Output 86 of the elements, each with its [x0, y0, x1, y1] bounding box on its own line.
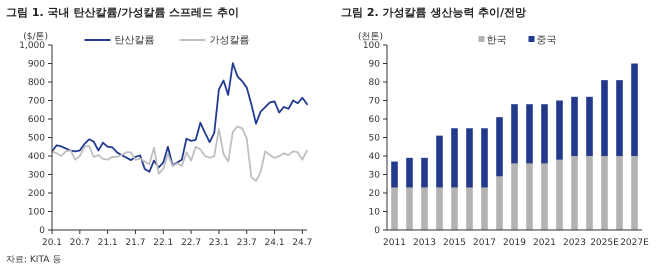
y-axis-title: ($/톤) [23, 32, 48, 42]
y-tick-label: 0 [374, 226, 380, 236]
y-tick-label: 80 [368, 78, 380, 88]
x-tick-label: 2021 [533, 238, 556, 248]
legend-label: 가성칼륨 [210, 35, 250, 46]
x-tick-label: 24.7 [292, 238, 312, 248]
bar [526, 163, 533, 230]
bar [406, 158, 413, 188]
x-tick-label: 22.7 [181, 238, 202, 248]
bar [541, 163, 548, 230]
bar [511, 104, 518, 164]
x-tick-label: 2025E [590, 238, 620, 248]
x-tick-label: 2027E [620, 238, 650, 248]
chart-title: 그림 1. 국내 탄산칼륨/가성칼륨 스프레드 추이 [6, 6, 239, 19]
x-tick-label: 2011 [383, 238, 406, 248]
bar [496, 176, 503, 230]
y-axis-title: (천톤) [358, 32, 383, 42]
y-tick-label: 100 [362, 41, 380, 51]
y-tick-label: 1,000 [19, 41, 46, 51]
x-tick-label: 2023 [563, 238, 586, 248]
y-tick-label: 10 [368, 208, 380, 218]
x-tick-label: 21.1 [98, 238, 118, 248]
y-tick-label: 0 [39, 226, 46, 236]
y-tick-label: 900 [28, 60, 46, 70]
x-tick-label: 2019 [503, 238, 526, 248]
bar [481, 128, 488, 188]
x-tick-label: 2017 [473, 238, 496, 248]
bar [571, 156, 578, 230]
y-tick-label: 400 [28, 152, 46, 162]
bar [451, 187, 458, 230]
bar [406, 187, 413, 230]
y-tick-label: 300 [28, 170, 46, 180]
x-tick-label: 2015 [443, 238, 466, 248]
bar [601, 156, 608, 230]
x-tick-label: 21.7 [125, 238, 146, 248]
bar [391, 162, 398, 188]
bar [466, 187, 473, 230]
legend-label: 중국 [536, 35, 556, 46]
chart-title: 그림 2. 가성칼륨 생산능력 추이/전망 [341, 6, 526, 19]
legend-label: 탄산칼륨 [114, 35, 154, 46]
y-tick-label: 30 [368, 170, 380, 180]
bar [556, 160, 563, 230]
bar [571, 96, 578, 156]
bar [391, 187, 398, 230]
y-tick-label: 700 [28, 96, 46, 106]
bar [511, 163, 518, 230]
text: 자료: KITA 등 [6, 255, 62, 265]
bar [541, 104, 548, 164]
y-tick-label: 60 [368, 115, 380, 125]
x-tick-label: 22.1 [153, 238, 174, 248]
bar [436, 136, 443, 188]
bar [526, 104, 533, 164]
y-tick-label: 90 [368, 60, 380, 70]
y-tick-label: 50 [368, 134, 380, 144]
x-tick-label: 2013 [413, 238, 436, 248]
bar [466, 128, 473, 188]
bar [631, 156, 638, 230]
bar [601, 80, 608, 156]
y-tick-label: 20 [368, 189, 380, 199]
bar [586, 156, 593, 230]
bar [616, 80, 623, 156]
bar [616, 156, 623, 230]
y-tick-label: 40 [368, 152, 380, 162]
x-tick-label: 20.7 [70, 238, 90, 248]
y-tick-label: 200 [28, 189, 46, 199]
y-tick-label: 100 [28, 208, 46, 218]
x-tick-label: 23.1 [208, 238, 229, 248]
line-series [51, 62, 308, 173]
y-tick-label: 70 [368, 96, 380, 106]
bar [631, 64, 638, 156]
line-series [51, 126, 308, 182]
bar [496, 117, 503, 176]
x-tick-label: 24.1 [264, 238, 285, 248]
bar [421, 187, 428, 230]
legend-label: 한국 [486, 35, 506, 46]
y-tick-label: 800 [28, 78, 46, 88]
bar [421, 158, 428, 188]
bar [436, 187, 443, 230]
y-tick-label: 600 [28, 115, 46, 125]
y-tick-label: 500 [28, 134, 46, 144]
bar [451, 128, 458, 188]
x-tick-label: 20.1 [42, 238, 62, 248]
x-tick-label: 23.7 [236, 238, 257, 248]
bar [586, 96, 593, 156]
bar [556, 100, 563, 160]
bar [481, 187, 488, 230]
